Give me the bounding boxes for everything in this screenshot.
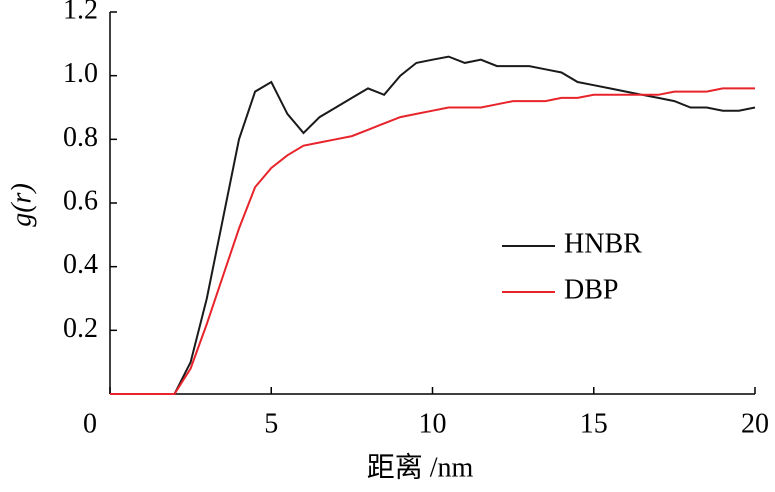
y-tick-label: 0.2: [63, 313, 98, 344]
x-tick-label: 20: [741, 408, 769, 439]
y-tick-label: 0.8: [63, 122, 98, 153]
x-tick-label: 15: [580, 408, 608, 439]
y-tick-label: 1.0: [63, 58, 98, 89]
legend-label: DBP: [564, 274, 618, 305]
y-tick-label: 0.4: [63, 249, 98, 280]
line-series: [110, 55, 756, 395]
x-tick-label: 5: [264, 408, 278, 439]
y-tick-label: 0.6: [63, 185, 98, 216]
y-axis-label: g(r): [6, 183, 37, 227]
x-axis-label: 距离 /nm: [367, 451, 474, 483]
x-tick-label: 10: [419, 408, 447, 439]
x-tick-label: 0: [83, 408, 97, 439]
legend-label: HNBR: [564, 228, 642, 259]
y-tick-label: 1.2: [63, 0, 98, 25]
line-series: [110, 87, 755, 395]
